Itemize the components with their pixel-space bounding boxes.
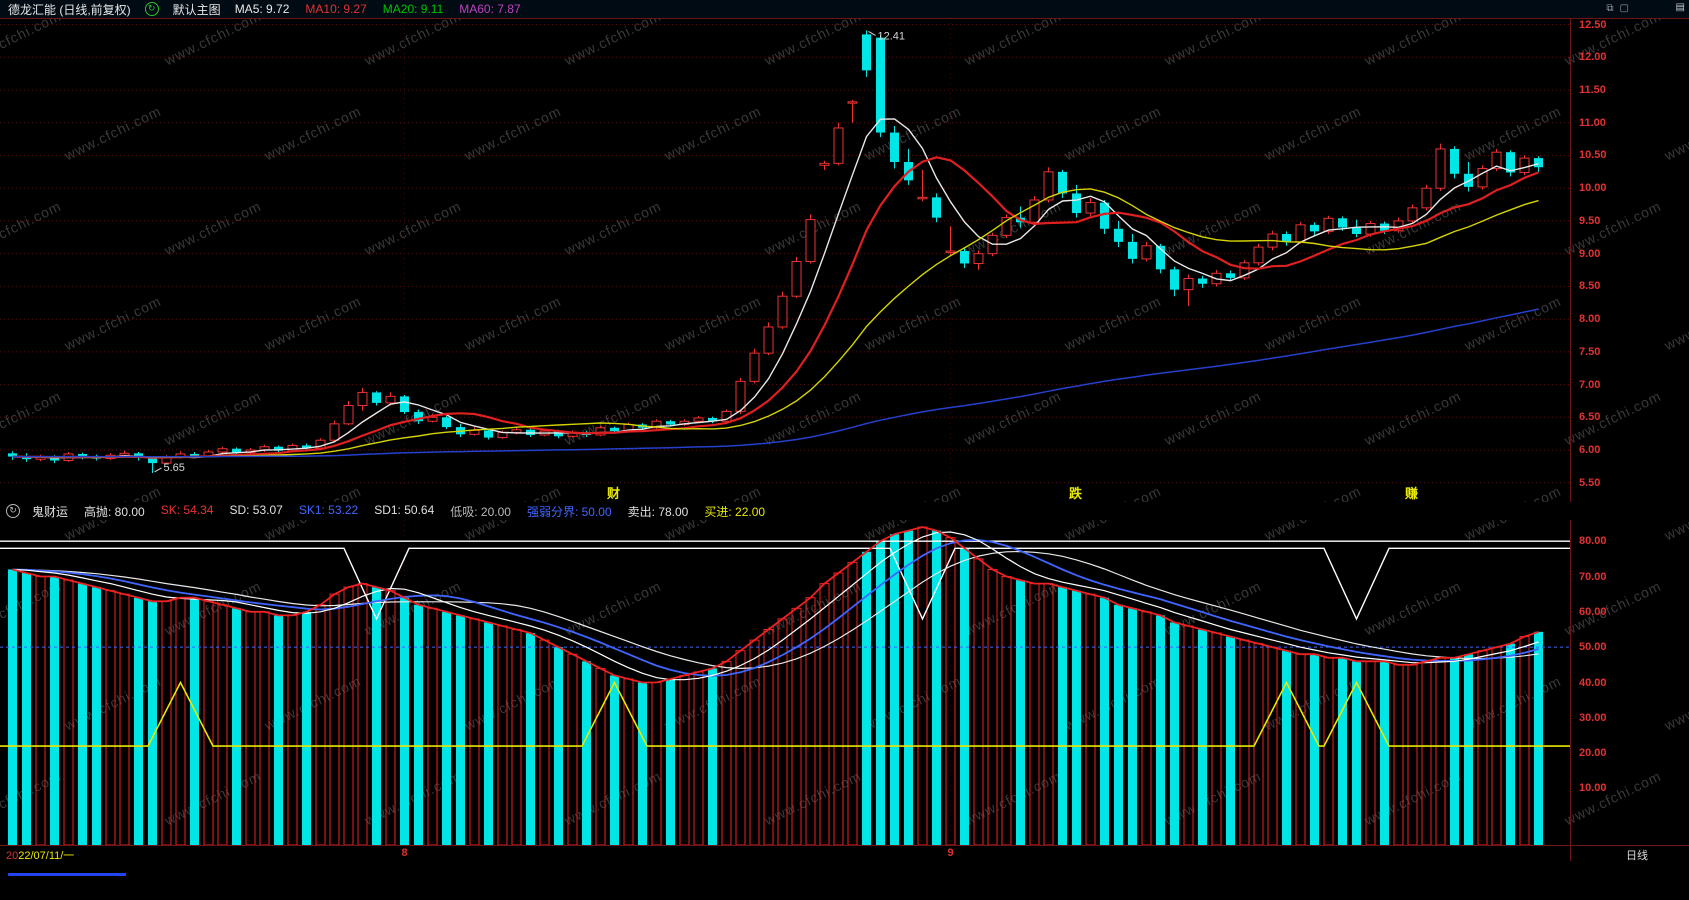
window-controls: ⧉ ▢ xyxy=(1606,2,1629,16)
signal-char: 跌 xyxy=(1069,486,1083,501)
ma5-line xyxy=(12,118,1539,459)
date-label: 22/07/11/一 xyxy=(18,850,75,862)
frame-line-top xyxy=(0,18,1689,19)
indicator-value-0: 鬼财运 xyxy=(32,504,69,519)
indicator-value-7: 强弱分界: 50.00 xyxy=(526,504,612,519)
ma60-line xyxy=(12,308,1539,458)
overlay-indicator-label[interactable]: 默认主图 xyxy=(172,2,221,17)
watermark-text: www.cfchi.com xyxy=(1561,197,1664,259)
time-axis: 2022/07/11/一 日线 8 9 xyxy=(0,845,1689,863)
main-price-chart[interactable]: 12.41 5.65 xyxy=(0,18,1570,488)
ma10-line xyxy=(12,156,1539,459)
scrollbar[interactable] xyxy=(0,861,1689,900)
top-toolbar: 德龙汇能 (日线,前复权) ↻ 默认主图 MA5: 9.72 MA10: 9.27… xyxy=(0,0,1689,18)
frame-line-axis xyxy=(0,845,1689,846)
buy-signal-line xyxy=(0,680,1570,747)
watermark-text: www.cfchi.com xyxy=(1661,292,1689,354)
indicator-value-4: SK1: 53.22 xyxy=(298,502,359,517)
indicator-value-1: 高抛: 80.00 xyxy=(84,504,145,519)
sk1-line xyxy=(12,539,1539,677)
ma-values: MA5: 9.72 MA10: 9.27 MA20: 9.11 MA60: 7.87 xyxy=(235,2,521,16)
watermark-text: www.cfchi.com xyxy=(1661,102,1689,164)
price-annotation: 12.41 xyxy=(878,30,906,42)
watermark-text: www.cfchi.com xyxy=(1561,577,1664,639)
signal-char: 财 xyxy=(607,486,621,501)
annotation-arrow xyxy=(868,31,876,36)
panel-toggle-icon[interactable]: ▤ xyxy=(1675,2,1685,13)
price-annotation: 5.65 xyxy=(164,462,185,474)
period-label[interactable]: 日线 xyxy=(1626,850,1648,862)
date-prefix: 20 xyxy=(6,850,19,862)
ma-value-2: MA20: 9.11 xyxy=(382,2,444,16)
indicator-value-8: 卖出: 78.00 xyxy=(627,504,689,519)
month-marker: 8 xyxy=(401,847,408,859)
ma-value-0: MA5: 9.72 xyxy=(234,2,290,16)
sk-line xyxy=(12,526,1539,684)
signal-markers: 财跌赚 xyxy=(0,487,1570,502)
indicator-chart[interactable] xyxy=(0,520,1570,845)
indicator-header: ↻ 鬼财运 高抛: 80.00 SK: 54.34 SD: 53.07 SK1: 53.… xyxy=(0,502,1689,520)
frame-line-axis-column xyxy=(1570,18,1571,861)
indicator-value-5: SD1: 50.64 xyxy=(374,502,435,517)
candles-layer xyxy=(8,30,1543,473)
sd-line xyxy=(12,531,1539,681)
indicator-value-6: 低吸: 20.00 xyxy=(450,504,511,519)
first-visible-date: 2022/07/11/一 xyxy=(6,847,74,863)
scrollbar-thumb[interactable] xyxy=(8,873,126,876)
window-minimize-icon[interactable]: ▢ xyxy=(1619,3,1629,14)
main-gridlines xyxy=(0,18,1570,488)
indicator-bars xyxy=(8,526,1543,845)
stock-title: 德龙汇能 (日线,前复权) xyxy=(8,2,131,17)
annotation-arrow xyxy=(154,467,162,473)
indicator-value-9: 买进: 22.00 xyxy=(704,504,766,519)
watermark-text: www.cfchi.com xyxy=(1561,387,1664,449)
month-marker: 9 xyxy=(947,847,954,859)
main-indicator-cycle-icon[interactable]: ↻ xyxy=(144,2,159,16)
watermark-text: www.cfchi.com xyxy=(1561,767,1664,829)
indicator-values: 鬼财运 高抛: 80.00 SK: 54.34 SD: 53.07 SK1: 53.22… xyxy=(32,503,765,520)
ma-value-1: MA10: 9.27 xyxy=(305,2,367,16)
watermark-text: www.cfchi.com xyxy=(1561,18,1664,69)
indicator-cycle-icon[interactable]: ↻ xyxy=(6,504,20,518)
window-restore-icon[interactable]: ⧉ xyxy=(1606,3,1614,14)
signal-char: 赚 xyxy=(1405,486,1419,501)
watermark-text: www.cfchi.com xyxy=(1661,672,1689,734)
sd1-line xyxy=(12,550,1539,670)
ma20-line xyxy=(12,188,1539,458)
indicator-value-3: SD: 53.07 xyxy=(229,502,283,517)
indicator-value-2: SK: 54.34 xyxy=(160,502,214,517)
ma-value-3: MA60: 7.87 xyxy=(459,2,521,16)
